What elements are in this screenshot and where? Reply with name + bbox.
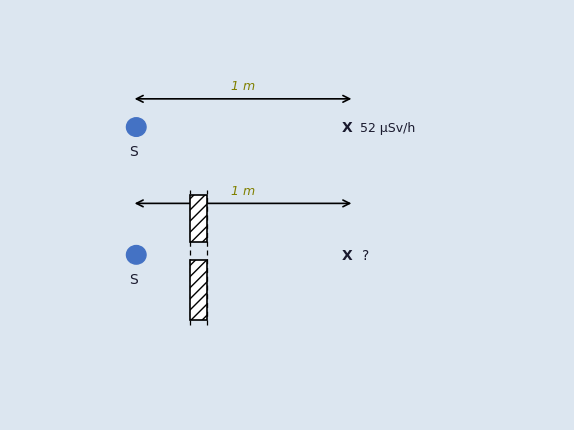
Text: X: X — [342, 121, 352, 135]
Bar — [189, 196, 207, 242]
Text: 1 m: 1 m — [231, 185, 255, 198]
Text: ?: ? — [362, 248, 369, 262]
Text: X: X — [342, 248, 352, 262]
Text: 1 m: 1 m — [231, 80, 255, 93]
Ellipse shape — [126, 246, 146, 264]
Text: S: S — [129, 145, 138, 159]
Text: 52 μSv/h: 52 μSv/h — [360, 121, 415, 134]
Text: S: S — [129, 273, 138, 286]
Ellipse shape — [126, 119, 146, 137]
Bar — [189, 260, 207, 320]
